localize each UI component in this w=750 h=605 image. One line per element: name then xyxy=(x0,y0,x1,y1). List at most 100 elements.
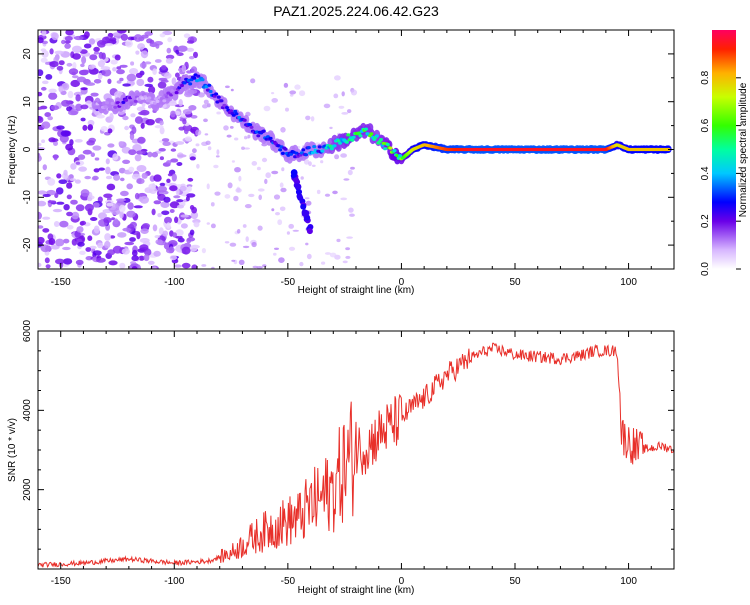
noise-blob xyxy=(103,209,110,213)
noise-blob xyxy=(113,174,121,181)
noise-blob xyxy=(137,136,146,144)
ridge-core xyxy=(109,107,114,111)
ridge-core xyxy=(192,76,197,80)
noise-blob xyxy=(38,262,42,268)
noise-blob xyxy=(62,246,71,251)
noise-blob xyxy=(93,46,100,53)
noise-blob xyxy=(338,105,345,109)
noise-blob xyxy=(133,205,143,209)
spectrogram-noise xyxy=(38,30,358,269)
noise-blob xyxy=(132,144,142,152)
noise-blob xyxy=(130,113,136,118)
colorbar-tick-label: 0.8 xyxy=(700,70,711,84)
noise-blob xyxy=(80,220,87,226)
noise-blob xyxy=(166,178,171,183)
noise-blob xyxy=(92,250,102,256)
ridge-core xyxy=(338,141,343,145)
noise-blob xyxy=(235,188,242,193)
noise-blob xyxy=(41,30,47,37)
noise-blob xyxy=(127,202,134,210)
noise-blob xyxy=(233,195,239,202)
colorbar-label: Normalized spectral amplitude xyxy=(738,82,749,217)
ridge-core xyxy=(261,129,266,133)
noise-blob xyxy=(70,199,78,205)
noise-blob xyxy=(152,224,158,232)
colorbar-tick-label: 0.0 xyxy=(700,262,711,276)
noise-blob xyxy=(245,236,249,243)
noise-blob xyxy=(128,149,137,156)
noise-blob xyxy=(175,229,184,237)
noise-blob xyxy=(169,185,178,192)
ridge-core xyxy=(208,89,213,94)
noise-blob xyxy=(242,245,250,249)
noise-blob xyxy=(118,141,124,146)
noise-blob xyxy=(107,128,113,134)
noise-blob xyxy=(189,205,195,210)
noise-blob xyxy=(74,139,83,143)
noise-blob xyxy=(129,132,135,141)
noise-blob xyxy=(112,245,123,254)
ridge-core xyxy=(229,109,234,113)
noise-blob xyxy=(271,170,279,175)
noise-blob xyxy=(324,252,331,255)
ridge-core xyxy=(214,92,219,96)
ridge-core xyxy=(219,99,224,103)
noise-blob xyxy=(280,127,285,133)
ridge-core xyxy=(312,145,317,149)
noise-blob xyxy=(323,103,331,109)
snr-y-axis: 6000 4000 2000 xyxy=(22,319,674,570)
noise-blob xyxy=(135,72,143,78)
noise-blob xyxy=(38,225,44,229)
noise-blob xyxy=(316,189,321,195)
noise-blob xyxy=(306,253,312,260)
noise-blob xyxy=(96,257,106,263)
noise-blob xyxy=(324,193,331,197)
noise-blob xyxy=(88,65,95,70)
noise-blob xyxy=(189,156,196,161)
ridge-core xyxy=(242,118,247,122)
noise-blob xyxy=(97,72,103,80)
noise-blob xyxy=(227,182,233,189)
y-tick-label: 2000 xyxy=(22,478,33,501)
noise-blob xyxy=(106,183,116,191)
noise-blob xyxy=(273,252,277,256)
noise-blob xyxy=(140,50,149,59)
noise-blob xyxy=(97,196,103,203)
noise-blob xyxy=(153,200,162,205)
noise-blob xyxy=(105,43,114,47)
noise-blob xyxy=(345,247,350,251)
noise-blob xyxy=(144,83,153,87)
noise-blob xyxy=(42,80,49,85)
noise-blob xyxy=(139,196,149,204)
noise-blob xyxy=(256,166,261,171)
noise-blob xyxy=(252,265,259,269)
noise-blob xyxy=(116,80,122,84)
noise-blob xyxy=(107,78,112,85)
noise-blob xyxy=(234,167,241,173)
noise-blob xyxy=(332,190,338,195)
noise-blob xyxy=(72,45,82,53)
noise-blob xyxy=(98,212,107,220)
noise-blob xyxy=(247,134,251,139)
noise-blob xyxy=(166,160,172,165)
ridge-core xyxy=(289,152,293,156)
noise-blob xyxy=(244,135,248,140)
noise-blob xyxy=(348,207,354,213)
ridge-core xyxy=(180,83,184,88)
noise-blob xyxy=(166,47,172,54)
noise-blob xyxy=(69,178,77,182)
noise-blob xyxy=(289,93,294,97)
noise-blob xyxy=(193,221,200,228)
noise-blob xyxy=(181,246,191,255)
noise-blob xyxy=(139,62,147,69)
noise-blob xyxy=(82,149,92,155)
noise-blob xyxy=(329,252,337,258)
ridge-core xyxy=(336,139,341,143)
noise-blob xyxy=(173,264,182,268)
noise-blob xyxy=(177,154,187,158)
ridge-core xyxy=(170,89,175,93)
noise-blob xyxy=(211,266,215,269)
noise-blob xyxy=(96,40,107,48)
noise-blob xyxy=(48,88,57,94)
noise-blob xyxy=(341,91,345,97)
